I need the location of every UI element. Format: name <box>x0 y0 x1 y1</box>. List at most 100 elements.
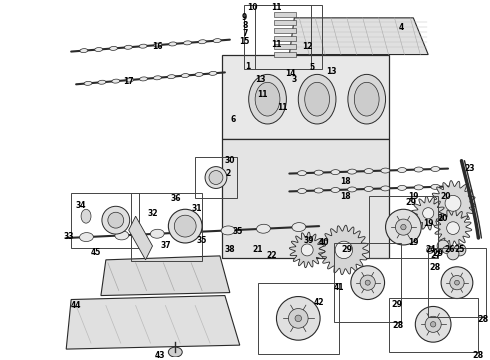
Text: 32: 32 <box>147 209 158 218</box>
Ellipse shape <box>395 219 412 235</box>
Ellipse shape <box>381 186 390 191</box>
Ellipse shape <box>450 275 464 290</box>
Text: 13: 13 <box>326 67 336 76</box>
Ellipse shape <box>414 167 423 172</box>
Bar <box>274 20 296 25</box>
Text: 31: 31 <box>192 204 202 213</box>
Ellipse shape <box>354 82 379 116</box>
Polygon shape <box>412 197 445 230</box>
Ellipse shape <box>195 72 203 76</box>
Ellipse shape <box>427 247 434 253</box>
Text: 43: 43 <box>155 351 166 360</box>
Text: 45: 45 <box>91 248 101 257</box>
Text: 36: 36 <box>170 194 180 203</box>
Text: 24: 24 <box>425 246 436 255</box>
Ellipse shape <box>431 184 440 189</box>
Text: 21: 21 <box>252 246 263 255</box>
Text: 28: 28 <box>393 321 404 330</box>
Text: 19: 19 <box>408 238 418 247</box>
Text: 29: 29 <box>391 300 402 309</box>
Bar <box>244 5 311 69</box>
Bar <box>274 12 296 17</box>
Text: 40: 40 <box>319 238 329 247</box>
Ellipse shape <box>364 186 373 192</box>
Text: 18: 18 <box>341 192 351 201</box>
Text: 35: 35 <box>233 226 243 235</box>
Ellipse shape <box>81 209 91 223</box>
Ellipse shape <box>301 244 313 256</box>
Text: 19: 19 <box>408 192 418 201</box>
Ellipse shape <box>441 267 473 298</box>
Bar <box>334 243 401 322</box>
Text: 44: 44 <box>71 301 81 310</box>
Text: 3: 3 <box>292 75 297 84</box>
Ellipse shape <box>347 169 357 174</box>
Text: 5: 5 <box>310 63 315 72</box>
Text: 11: 11 <box>271 40 282 49</box>
Ellipse shape <box>455 280 459 285</box>
Ellipse shape <box>295 315 301 321</box>
Ellipse shape <box>289 309 308 328</box>
Ellipse shape <box>140 77 147 81</box>
Text: 29: 29 <box>406 198 417 207</box>
Bar <box>274 51 296 57</box>
Ellipse shape <box>186 228 199 237</box>
Text: 20: 20 <box>441 192 451 201</box>
Text: 15: 15 <box>240 37 250 46</box>
Text: 30: 30 <box>224 156 235 165</box>
Text: 16: 16 <box>152 42 163 51</box>
Ellipse shape <box>112 79 120 83</box>
Text: 27: 27 <box>431 251 441 260</box>
Ellipse shape <box>447 222 459 234</box>
Ellipse shape <box>126 78 134 82</box>
Ellipse shape <box>423 208 434 219</box>
Text: 25: 25 <box>455 246 465 255</box>
Text: 13: 13 <box>255 75 266 84</box>
Bar <box>255 5 322 69</box>
Ellipse shape <box>110 46 118 50</box>
Text: 9: 9 <box>242 13 247 22</box>
Polygon shape <box>101 256 230 296</box>
Ellipse shape <box>442 247 449 253</box>
Text: 11: 11 <box>277 103 288 112</box>
Text: 14: 14 <box>285 69 295 78</box>
Ellipse shape <box>169 347 182 357</box>
Ellipse shape <box>98 80 106 84</box>
Ellipse shape <box>209 71 217 75</box>
Ellipse shape <box>102 206 130 234</box>
Text: 29: 29 <box>342 246 352 255</box>
Text: 11: 11 <box>257 90 268 99</box>
Ellipse shape <box>169 42 177 46</box>
Ellipse shape <box>139 44 147 48</box>
Ellipse shape <box>431 167 440 171</box>
Ellipse shape <box>437 240 449 252</box>
Ellipse shape <box>198 40 206 44</box>
Ellipse shape <box>153 76 161 80</box>
Text: 7: 7 <box>242 29 247 38</box>
Polygon shape <box>290 18 428 55</box>
Text: 29: 29 <box>433 249 443 258</box>
Text: 20: 20 <box>438 214 448 223</box>
Bar <box>274 44 296 49</box>
Bar <box>258 283 339 354</box>
Bar <box>368 196 438 258</box>
Ellipse shape <box>174 215 196 237</box>
Ellipse shape <box>365 280 370 285</box>
Text: 42: 42 <box>314 298 324 307</box>
Ellipse shape <box>397 167 407 172</box>
Bar <box>428 248 486 318</box>
Text: 2: 2 <box>225 169 230 178</box>
Bar <box>274 28 296 33</box>
Bar <box>71 193 139 248</box>
Ellipse shape <box>360 275 375 290</box>
Ellipse shape <box>351 266 385 300</box>
Text: 18: 18 <box>341 177 351 186</box>
Ellipse shape <box>150 229 164 238</box>
Polygon shape <box>66 296 240 349</box>
Ellipse shape <box>84 81 92 85</box>
Text: 28: 28 <box>477 315 489 324</box>
Ellipse shape <box>276 297 320 340</box>
Ellipse shape <box>445 195 461 211</box>
Ellipse shape <box>95 48 102 51</box>
Text: 34: 34 <box>76 201 86 210</box>
